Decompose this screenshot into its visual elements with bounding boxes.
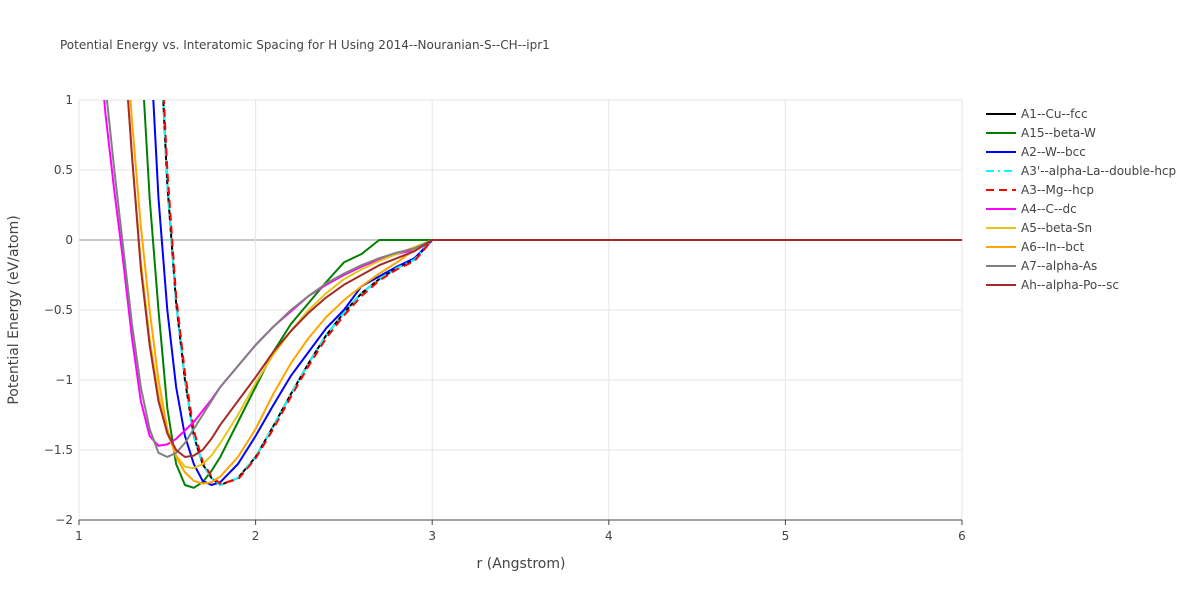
- y-tick-label: 0: [65, 233, 73, 247]
- legend-label: A3'--alpha-La--double-hcp: [1021, 164, 1176, 178]
- legend-label: A6--In--bct: [1021, 240, 1085, 254]
- series-line: [105, 100, 962, 458]
- plot-area: [103, 100, 962, 489]
- y-tick-label: −1: [55, 373, 73, 387]
- chart-title: Potential Energy vs. Interatomic Spacing…: [60, 38, 550, 52]
- series-line: [162, 100, 962, 486]
- series-line: [162, 100, 962, 485]
- series-line: [162, 100, 962, 486]
- legend-label: A1--Cu--fcc: [1021, 107, 1088, 121]
- y-tick-label: 1: [65, 93, 73, 107]
- legend-label: A5--beta-Sn: [1021, 221, 1092, 235]
- series-line: [127, 100, 962, 458]
- legend-label: A15--beta-W: [1021, 126, 1096, 140]
- series-line: [143, 100, 962, 489]
- series-line: [129, 100, 962, 485]
- x-tick-label: 3: [428, 529, 436, 543]
- series-line: [127, 100, 962, 470]
- x-tick-label: 5: [782, 529, 790, 543]
- y-tick-label: 0.5: [54, 163, 73, 177]
- x-tick-label: 2: [252, 529, 260, 543]
- legend-label: Ah--alpha-Po--sc: [1021, 278, 1119, 292]
- legend-label: A4--C--dc: [1021, 202, 1077, 216]
- x-tick-label: 1: [75, 529, 83, 543]
- legend-label: A7--alpha-As: [1021, 259, 1097, 273]
- legend-label: A2--W--bcc: [1021, 145, 1086, 159]
- x-tick-label: 4: [605, 529, 613, 543]
- y-axis-label: Potential Energy (eV/atom): [6, 215, 22, 404]
- series-line: [103, 100, 962, 447]
- y-tick-label: −2: [55, 513, 73, 527]
- x-axis-label: r (Angstrom): [477, 556, 566, 572]
- x-tick-label: 6: [958, 529, 966, 543]
- y-tick-label: −0.5: [44, 303, 73, 317]
- y-tick-label: −1.5: [44, 443, 73, 457]
- series-line: [152, 100, 962, 486]
- legend-label: A3--Mg--hcp: [1021, 183, 1094, 197]
